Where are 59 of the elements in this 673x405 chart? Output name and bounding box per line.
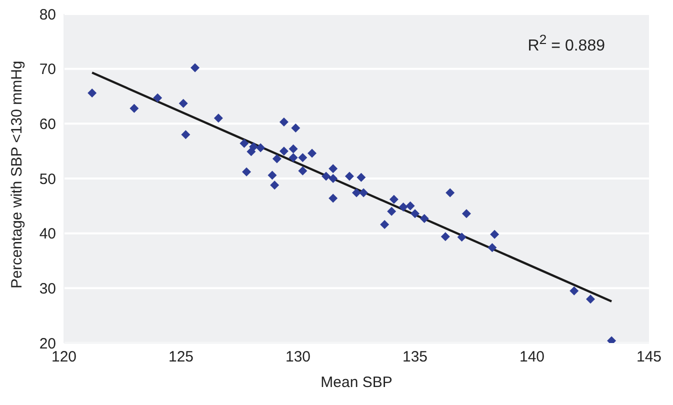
x-axis-title: Mean SBP bbox=[320, 374, 392, 391]
point bbox=[298, 166, 308, 176]
y-tick-label: 80 bbox=[39, 6, 56, 24]
point bbox=[308, 148, 317, 158]
point bbox=[359, 188, 368, 198]
point bbox=[398, 202, 408, 212]
point bbox=[389, 194, 398, 204]
point bbox=[240, 138, 249, 148]
point bbox=[291, 124, 300, 133]
point bbox=[488, 243, 497, 252]
x-tick-label: 130 bbox=[285, 348, 311, 366]
point bbox=[586, 294, 595, 304]
point bbox=[242, 167, 252, 176]
point bbox=[256, 143, 266, 152]
point bbox=[288, 144, 298, 154]
annotation: R$^{2}$ = 0.889 bbox=[528, 32, 605, 56]
y-tick-label: 50 bbox=[39, 170, 56, 188]
point bbox=[279, 118, 288, 127]
point bbox=[380, 220, 390, 230]
x-tick-label: 125 bbox=[168, 348, 194, 366]
point bbox=[249, 142, 258, 152]
x-tick-label: 135 bbox=[402, 348, 428, 366]
y-tick-label: 40 bbox=[39, 226, 56, 243]
point bbox=[279, 146, 288, 156]
point bbox=[356, 172, 366, 182]
point bbox=[352, 188, 361, 198]
point bbox=[272, 154, 282, 164]
point bbox=[344, 172, 354, 181]
point bbox=[268, 170, 277, 180]
point bbox=[462, 209, 471, 218]
x-tick-label: 145 bbox=[636, 348, 662, 366]
y-tick-label: 60 bbox=[39, 116, 56, 133]
point bbox=[410, 209, 420, 218]
y-tick-label: 30 bbox=[39, 280, 56, 298]
point bbox=[322, 172, 331, 181]
point bbox=[570, 286, 579, 296]
point bbox=[490, 230, 500, 239]
point bbox=[88, 88, 97, 98]
point bbox=[328, 194, 338, 203]
point bbox=[270, 180, 280, 190]
point bbox=[328, 164, 338, 174]
point bbox=[440, 232, 450, 242]
x-tick-label: 140 bbox=[519, 348, 545, 366]
point bbox=[181, 130, 190, 140]
y-axis-title: Percentage with SBP <130 mmHg bbox=[8, 60, 26, 288]
point bbox=[446, 188, 455, 198]
point bbox=[298, 153, 308, 162]
point bbox=[288, 153, 298, 162]
point bbox=[387, 206, 396, 216]
point bbox=[328, 174, 338, 183]
point bbox=[190, 63, 200, 72]
point bbox=[178, 98, 188, 108]
point bbox=[130, 104, 139, 113]
point bbox=[153, 93, 162, 102]
y-tick-label: 70 bbox=[39, 61, 56, 78]
point bbox=[420, 214, 429, 224]
point bbox=[214, 114, 223, 123]
point bbox=[406, 201, 415, 210]
point bbox=[457, 232, 466, 242]
